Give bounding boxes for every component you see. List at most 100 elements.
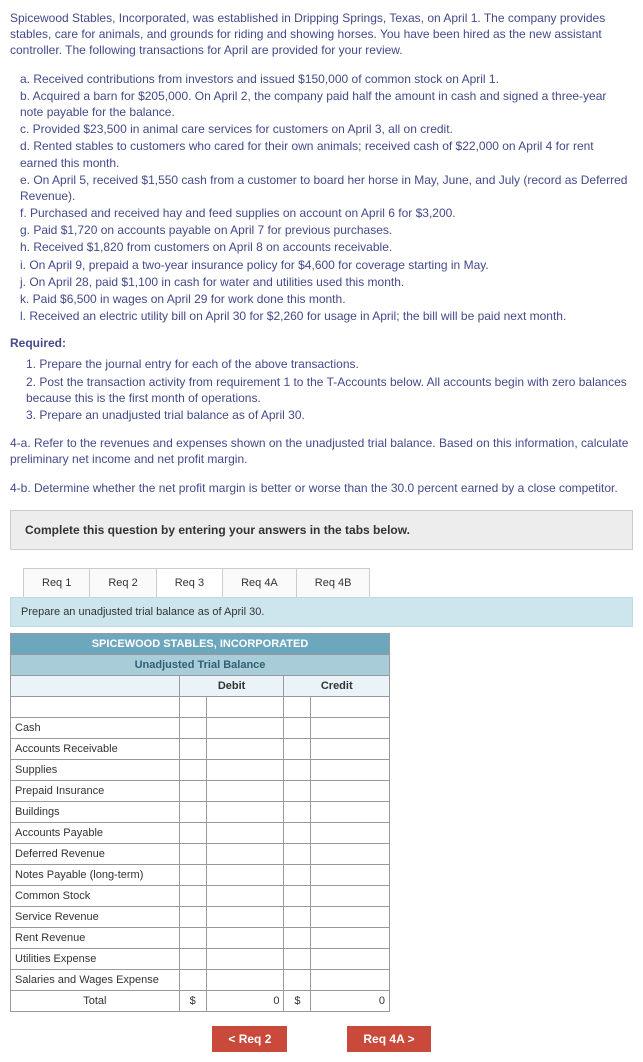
account-cell[interactable]: Common Stock <box>11 885 180 906</box>
transaction-item: g. Paid $1,720 on accounts payable on Ap… <box>20 222 633 238</box>
account-cell[interactable]: Salaries and Wages Expense <box>11 969 180 990</box>
debit-cur <box>179 822 206 843</box>
debit-input[interactable] <box>206 780 284 801</box>
debit-input[interactable] <box>206 822 284 843</box>
account-cell[interactable]: Service Revenue <box>11 906 180 927</box>
tab-req3[interactable]: Req 3 <box>156 568 223 597</box>
total-debit-cur: $ <box>179 990 206 1011</box>
credit-cur <box>284 738 311 759</box>
tb-subtitle: Unadjusted Trial Balance <box>11 654 390 675</box>
debit-cur <box>179 738 206 759</box>
debit-input[interactable] <box>206 864 284 885</box>
transaction-item: b. Acquired a barn for $205,000. On Apri… <box>20 88 633 120</box>
credit-cur <box>284 843 311 864</box>
debit-input[interactable] <box>206 738 284 759</box>
account-cell[interactable]: Accounts Receivable <box>11 738 180 759</box>
credit-cur <box>284 801 311 822</box>
credit-cur <box>284 822 311 843</box>
debit-input[interactable] <box>206 696 284 717</box>
debit-cur <box>179 906 206 927</box>
debit-input[interactable] <box>206 969 284 990</box>
answer-instruction-box: Complete this question by entering your … <box>10 510 633 550</box>
transaction-item: k. Paid $6,500 in wages on April 29 for … <box>20 291 633 307</box>
req-4a: 4-a. Refer to the revenues and expenses … <box>10 435 633 467</box>
credit-input[interactable] <box>311 696 390 717</box>
credit-cur <box>284 780 311 801</box>
total-label: Total <box>11 990 180 1011</box>
total-credit-cur: $ <box>284 990 311 1011</box>
account-cell[interactable]: Prepaid Insurance <box>11 780 180 801</box>
credit-cur <box>284 717 311 738</box>
account-cell[interactable]: Supplies <box>11 759 180 780</box>
debit-input[interactable] <box>206 948 284 969</box>
debit-cur <box>179 969 206 990</box>
prev-button[interactable]: < Req 2 <box>212 1026 287 1052</box>
debit-cur <box>179 927 206 948</box>
credit-input[interactable] <box>311 948 390 969</box>
required-item: 2. Post the transaction activity from re… <box>26 374 633 406</box>
credit-input[interactable] <box>311 843 390 864</box>
debit-cur <box>179 759 206 780</box>
debit-cur <box>179 717 206 738</box>
col-debit: Debit <box>179 675 284 696</box>
debit-cur <box>179 780 206 801</box>
debit-cur <box>179 843 206 864</box>
tab-bar: Req 1 Req 2 Req 3 Req 4A Req 4B <box>24 568 633 598</box>
required-item: 1. Prepare the journal entry for each of… <box>26 356 633 372</box>
debit-input[interactable] <box>206 906 284 927</box>
credit-input[interactable] <box>311 927 390 948</box>
nav-buttons: < Req 2 Req 4A > <box>10 1026 633 1052</box>
credit-input[interactable] <box>311 969 390 990</box>
account-cell[interactable]: Cash <box>11 717 180 738</box>
tab-req1[interactable]: Req 1 <box>23 568 90 597</box>
total-credit: 0 <box>311 990 390 1011</box>
credit-input[interactable] <box>311 885 390 906</box>
col-credit: Credit <box>284 675 390 696</box>
total-debit: 0 <box>206 990 284 1011</box>
debit-input[interactable] <box>206 927 284 948</box>
next-button[interactable]: Req 4A > <box>347 1026 430 1052</box>
credit-cur <box>284 927 311 948</box>
credit-cur <box>284 906 311 927</box>
debit-cur <box>179 864 206 885</box>
credit-input[interactable] <box>311 759 390 780</box>
transaction-item: a. Received contributions from investors… <box>20 71 633 87</box>
col-blank <box>11 675 180 696</box>
account-cell[interactable]: Deferred Revenue <box>11 843 180 864</box>
debit-input[interactable] <box>206 717 284 738</box>
account-cell[interactable] <box>11 696 180 717</box>
credit-input[interactable] <box>311 906 390 927</box>
debit-cur <box>179 948 206 969</box>
credit-input[interactable] <box>311 717 390 738</box>
debit-input[interactable] <box>206 759 284 780</box>
credit-cur <box>284 864 311 885</box>
transaction-item: f. Purchased and received hay and feed s… <box>20 205 633 221</box>
account-cell[interactable]: Buildings <box>11 801 180 822</box>
required-list: 1. Prepare the journal entry for each of… <box>10 356 633 423</box>
trial-balance-table: SPICEWOOD STABLES, INCORPORATED Unadjust… <box>10 633 390 1012</box>
credit-input[interactable] <box>311 738 390 759</box>
trial-balance-wrapper: SPICEWOOD STABLES, INCORPORATED Unadjust… <box>10 633 633 1012</box>
debit-input[interactable] <box>206 801 284 822</box>
account-cell[interactable]: Accounts Payable <box>11 822 180 843</box>
tab-content-header: Prepare an unadjusted trial balance as o… <box>10 597 633 627</box>
transaction-item: c. Provided $23,500 in animal care servi… <box>20 121 633 137</box>
tb-title: SPICEWOOD STABLES, INCORPORATED <box>11 633 390 654</box>
required-heading: Required: <box>10 336 633 350</box>
credit-input[interactable] <box>311 822 390 843</box>
debit-cur <box>179 696 206 717</box>
debit-input[interactable] <box>206 885 284 906</box>
account-cell[interactable]: Utilities Expense <box>11 948 180 969</box>
credit-cur <box>284 948 311 969</box>
tab-req4a[interactable]: Req 4A <box>222 568 297 597</box>
debit-input[interactable] <box>206 843 284 864</box>
account-cell[interactable]: Rent Revenue <box>11 927 180 948</box>
tab-req4b[interactable]: Req 4B <box>296 568 371 597</box>
tab-req2[interactable]: Req 2 <box>89 568 156 597</box>
credit-cur <box>284 969 311 990</box>
credit-input[interactable] <box>311 864 390 885</box>
account-cell[interactable]: Notes Payable (long-term) <box>11 864 180 885</box>
credit-input[interactable] <box>311 801 390 822</box>
credit-input[interactable] <box>311 780 390 801</box>
transaction-item: d. Rented stables to customers who cared… <box>20 138 633 170</box>
